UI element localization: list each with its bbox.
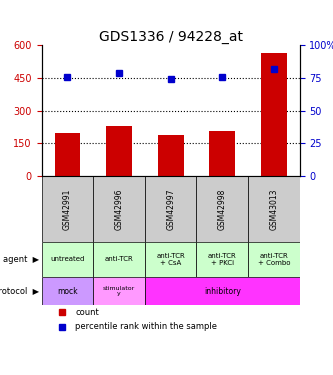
FancyBboxPatch shape — [93, 277, 145, 305]
Bar — [55, 132, 80, 176]
FancyBboxPatch shape — [248, 242, 300, 277]
Text: mock: mock — [57, 286, 78, 296]
Text: protocol  ▶: protocol ▶ — [0, 286, 39, 296]
Text: anti-TCR
+ Combo: anti-TCR + Combo — [258, 253, 290, 266]
FancyBboxPatch shape — [196, 176, 248, 242]
Text: GSM42991: GSM42991 — [63, 188, 72, 230]
Text: stimulator
y: stimulator y — [103, 286, 135, 297]
Text: GSM43013: GSM43013 — [269, 188, 278, 230]
Text: anti-TCR
+ PKCi: anti-TCR + PKCi — [208, 253, 237, 266]
Bar — [209, 131, 235, 176]
FancyBboxPatch shape — [145, 176, 196, 242]
Text: anti-TCR: anti-TCR — [105, 256, 134, 262]
Bar — [106, 126, 132, 176]
Title: GDS1336 / 94228_at: GDS1336 / 94228_at — [99, 30, 243, 44]
Text: percentile rank within the sample: percentile rank within the sample — [75, 322, 217, 331]
FancyBboxPatch shape — [145, 242, 196, 277]
FancyBboxPatch shape — [42, 242, 93, 277]
Text: inhibitory: inhibitory — [204, 286, 241, 296]
FancyBboxPatch shape — [42, 277, 93, 305]
Text: GSM42998: GSM42998 — [218, 188, 227, 230]
Text: GSM42997: GSM42997 — [166, 188, 175, 230]
FancyBboxPatch shape — [145, 277, 300, 305]
Text: untreated: untreated — [50, 256, 85, 262]
Text: count: count — [75, 308, 99, 317]
Text: GSM42996: GSM42996 — [115, 188, 124, 230]
FancyBboxPatch shape — [196, 242, 248, 277]
FancyBboxPatch shape — [93, 176, 145, 242]
Text: agent  ▶: agent ▶ — [3, 255, 39, 264]
Bar — [158, 135, 183, 176]
FancyBboxPatch shape — [42, 176, 93, 242]
FancyBboxPatch shape — [248, 176, 300, 242]
Text: anti-TCR
+ CsA: anti-TCR + CsA — [156, 253, 185, 266]
Bar — [261, 53, 287, 176]
FancyBboxPatch shape — [93, 242, 145, 277]
